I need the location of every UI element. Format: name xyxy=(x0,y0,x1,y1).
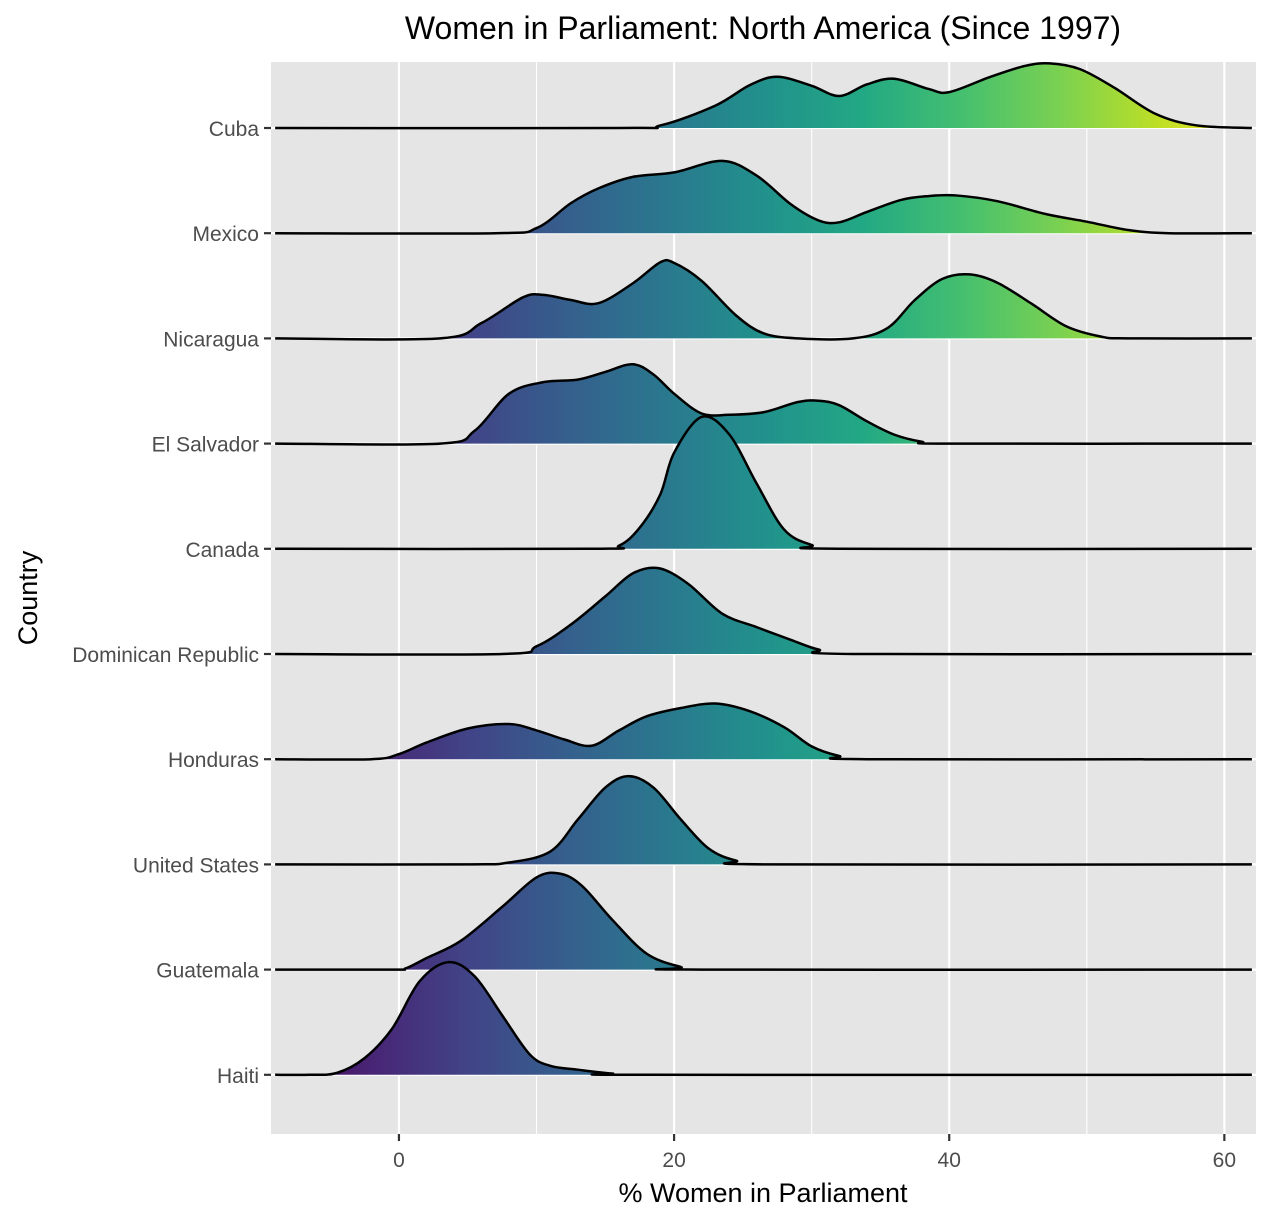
x-tick-label: 60 xyxy=(1213,1149,1236,1172)
y-tick-label: United States xyxy=(133,854,259,877)
x-tick-label: 20 xyxy=(662,1149,685,1172)
ridge-canada xyxy=(275,415,1252,551)
y-tick-label: Haiti xyxy=(217,1065,259,1088)
ridge-fill xyxy=(275,703,1252,760)
ridge-fill xyxy=(275,416,1252,550)
ridge-outline xyxy=(275,159,1252,235)
ridge-fill xyxy=(275,260,1252,340)
ridge-fill xyxy=(275,364,1252,445)
ridge-outline xyxy=(275,61,1252,130)
y-tick-label: Nicaragua xyxy=(163,328,259,351)
y-tick-label: Guatemala xyxy=(156,960,259,983)
x-tick-label: 40 xyxy=(938,1149,961,1172)
y-axis: Cuba Mexico Nicaragua El Salvador Canada Domi… xyxy=(72,118,271,1088)
y-tick-label: Cuba xyxy=(209,118,260,141)
ridge-honduras xyxy=(275,702,1252,761)
y-tick-label: Dominican Republic xyxy=(72,644,259,667)
ridge-el-salvador xyxy=(275,362,1252,446)
ridge-fill xyxy=(275,160,1252,234)
x-axis-title: % Women in Parliament xyxy=(618,1178,908,1208)
y-tick-label: Mexico xyxy=(192,223,259,246)
ridge-nicaragua xyxy=(275,258,1252,341)
ridge-outline xyxy=(275,258,1252,341)
ridge-outline xyxy=(275,702,1252,761)
x-tick-label: 0 xyxy=(393,1149,405,1172)
ridge-fill xyxy=(275,872,1252,970)
ridge-fill xyxy=(275,962,1252,1075)
ridge-outline xyxy=(275,415,1252,551)
chart-title: Women in Parliament: North America (Sinc… xyxy=(405,10,1121,46)
ridges xyxy=(275,61,1252,1077)
y-tick-label: El Salvador xyxy=(152,434,259,457)
ridge-haiti xyxy=(275,960,1252,1077)
ridge-outline xyxy=(275,960,1252,1077)
ridge-dominican-republic xyxy=(275,566,1252,656)
ridge-fill xyxy=(275,567,1252,655)
ridge-outline xyxy=(275,871,1252,972)
x-axis: 0 20 40 60 xyxy=(393,1134,1236,1172)
y-tick-label: Canada xyxy=(185,539,259,562)
y-tick-label: Honduras xyxy=(168,749,259,772)
ridge-outline xyxy=(275,362,1252,446)
ridge-cuba xyxy=(275,61,1252,130)
ridge-united-states xyxy=(275,774,1252,866)
ridge-fill xyxy=(275,63,1252,129)
ridge-outline xyxy=(275,774,1252,866)
ridge-guatemala xyxy=(275,871,1252,972)
ridge-mexico xyxy=(275,159,1252,235)
ridge-outline xyxy=(275,566,1252,656)
y-axis-title: Country xyxy=(13,550,43,645)
